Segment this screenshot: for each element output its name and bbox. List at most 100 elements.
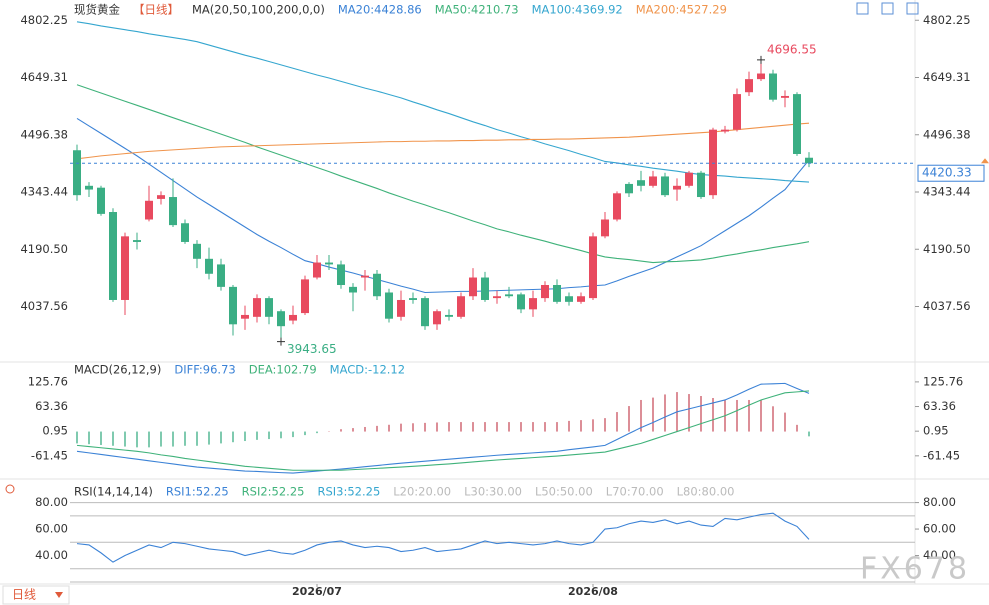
- candle-body: [301, 279, 309, 314]
- x-tick-label: 2026/07: [292, 585, 342, 598]
- y-tick-label-right: 4190.50: [923, 242, 971, 256]
- toolbar-icons[interactable]: [856, 2, 919, 15]
- legend-entry: MA200:4527.29: [636, 3, 727, 17]
- icon-settings[interactable]: [856, 2, 869, 15]
- candle-body: [229, 286, 237, 325]
- y-tick-label: -61.45: [31, 448, 68, 462]
- candle-body: [277, 311, 285, 327]
- candle-body: [733, 94, 741, 130]
- candle-body: [241, 314, 249, 319]
- candle-body: [661, 176, 669, 196]
- y-tick-label-right: 40.00: [923, 548, 956, 562]
- y-tick-label-right: 60.00: [923, 522, 956, 536]
- candle-body: [157, 195, 165, 199]
- candle-body: [121, 236, 129, 300]
- period-button[interactable]: 日线: [2, 585, 70, 605]
- candle-body: [721, 129, 729, 132]
- legend-entry: DEA:102.79: [249, 363, 317, 377]
- high-marker: [757, 55, 765, 64]
- candle-body: [205, 258, 213, 274]
- candle-body: [97, 187, 105, 214]
- y-tick-label-right: -61.45: [923, 448, 960, 462]
- candle-body: [541, 285, 549, 299]
- watermark: FX678: [860, 552, 970, 587]
- candle-body: [337, 264, 345, 286]
- candle-body: [625, 183, 633, 194]
- candle-body: [577, 296, 585, 302]
- legend-entry: MA100:4369.92: [532, 3, 623, 17]
- macd-line: [76, 382, 810, 474]
- ma-line: [76, 117, 810, 294]
- candle-body: [445, 314, 453, 317]
- candle-body: [769, 73, 777, 100]
- candle-body: [289, 314, 297, 321]
- legend-entry: RSI2:52.25: [242, 485, 305, 499]
- candle-body: [85, 185, 93, 190]
- period-button-box[interactable]: [2, 585, 70, 605]
- candle-body: [265, 298, 273, 317]
- y-tick-label: 4037.56: [20, 299, 68, 313]
- candle-body: [637, 180, 645, 186]
- y-tick-label-right: 4649.31: [923, 70, 971, 84]
- y-tick-label-right: 4496.38: [923, 127, 971, 141]
- ma-line: [76, 122, 810, 160]
- candle-body: [529, 298, 537, 310]
- legend-entry: L50:50.00: [535, 485, 593, 499]
- candle-body: [373, 273, 381, 297]
- y-tick-label: 4190.50: [20, 242, 68, 256]
- y-tick-label: 4343.44: [20, 185, 68, 199]
- candle-body: [793, 94, 801, 154]
- candle-body: [325, 262, 333, 265]
- y-tick-label-right: 4802.25: [923, 13, 971, 27]
- candle-body: [385, 292, 393, 319]
- y-tick-label: 80.00: [35, 495, 68, 509]
- legend-entry: L20:20.00: [393, 485, 451, 499]
- y-tick-label: 4802.25: [20, 13, 68, 27]
- legend-entry: L70:70.00: [606, 485, 664, 499]
- y-tick-label-right: 0.95: [923, 424, 949, 438]
- candle-body: [601, 219, 609, 237]
- legend-entry: MACD:-12.12: [330, 363, 405, 377]
- legend-entry: MA20:4428.86: [338, 3, 422, 17]
- y-tick-label: 0.95: [42, 424, 68, 438]
- candle-body: [457, 296, 465, 317]
- y-tick-label-right: 4037.56: [923, 299, 971, 313]
- legend-entry: RSI3:52.25: [317, 485, 380, 499]
- legend-entry: L30:30.00: [464, 485, 522, 499]
- legend-entry: RSI1:52.25: [166, 485, 229, 499]
- icon-expand[interactable]: [881, 2, 894, 15]
- candle-body: [757, 73, 765, 80]
- y-tick-label-right: 80.00: [923, 495, 956, 509]
- candle-body: [517, 294, 525, 310]
- candle-body: [145, 200, 153, 220]
- legend-entry: L80:80.00: [677, 485, 735, 499]
- candle-body: [709, 129, 717, 196]
- y-tick-label-right: 4343.44: [923, 185, 971, 199]
- legend-entry: MA(20,50,100,200,0,0): [192, 3, 325, 17]
- rsi-settings-icon[interactable]: [5, 484, 15, 494]
- period-button-label[interactable]: 日线: [12, 588, 36, 602]
- y-tick-label: 60.00: [35, 522, 68, 536]
- legend-entry: 【日线】: [133, 3, 179, 17]
- candle-body: [73, 150, 81, 196]
- candle-body: [613, 193, 621, 220]
- candle-body: [313, 262, 321, 278]
- legend-entry: DIFF:96.73: [174, 363, 235, 377]
- candle-body: [673, 185, 681, 190]
- y-tick-label: 125.76: [28, 374, 68, 388]
- rsi-line: [76, 512, 810, 563]
- candle-body: [481, 277, 489, 300]
- y-tick-label-right: 63.36: [923, 399, 956, 413]
- candle-body: [169, 197, 177, 226]
- dropdown-arrow[interactable]: [55, 592, 63, 598]
- candle-body: [421, 298, 429, 327]
- icon-close[interactable]: [906, 2, 919, 15]
- y-tick-label: 4649.31: [20, 70, 68, 84]
- y-tick-label: 4496.38: [20, 127, 68, 141]
- candle-body: [133, 240, 141, 242]
- candle-body: [193, 243, 201, 259]
- candle-body: [469, 277, 477, 297]
- candle-body: [217, 264, 225, 287]
